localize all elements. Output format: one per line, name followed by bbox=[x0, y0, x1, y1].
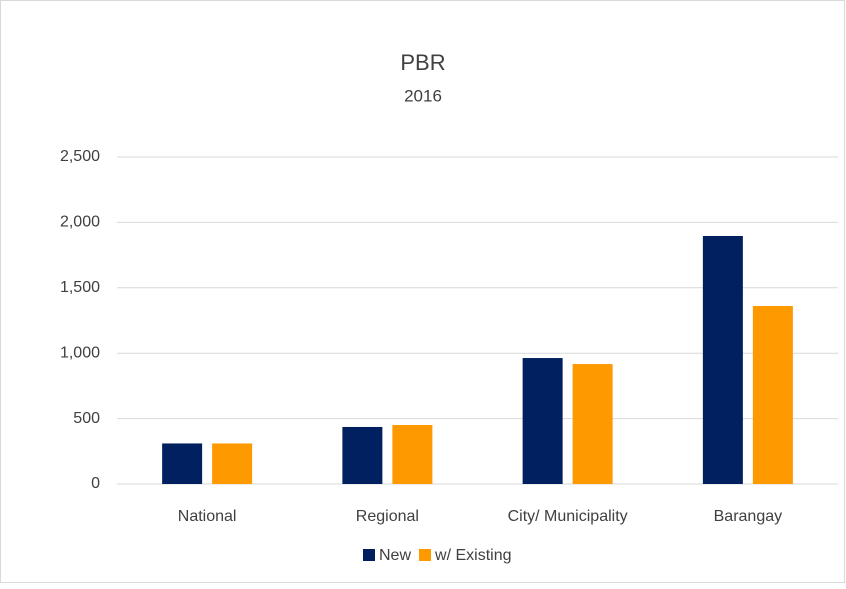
legend-swatch bbox=[363, 549, 375, 561]
y-tick-label: 2,000 bbox=[60, 214, 100, 231]
bar bbox=[392, 425, 433, 484]
chart-title: PBR bbox=[400, 50, 445, 75]
bar bbox=[752, 305, 793, 484]
x-tick-label: National bbox=[178, 508, 237, 525]
bar bbox=[212, 443, 253, 484]
bar bbox=[342, 426, 383, 484]
bar bbox=[702, 236, 743, 484]
bar bbox=[522, 358, 563, 484]
chart-subtitle: 2016 bbox=[404, 86, 442, 105]
x-tick-label: Regional bbox=[356, 508, 419, 525]
legend-label: New bbox=[379, 547, 411, 564]
y-tick-label: 500 bbox=[73, 410, 100, 427]
y-tick-label: 2,500 bbox=[60, 148, 100, 165]
legend-label: w/ Existing bbox=[434, 547, 511, 564]
x-tick-label: City/ Municipality bbox=[508, 508, 628, 525]
x-tick-label: Barangay bbox=[714, 508, 783, 525]
y-tick-label: 1,000 bbox=[60, 344, 100, 361]
y-tick-label: 1,500 bbox=[60, 279, 100, 296]
legend-swatch bbox=[419, 549, 432, 561]
y-tick-label: 0 bbox=[91, 475, 100, 492]
bar bbox=[162, 443, 203, 484]
bar bbox=[572, 364, 613, 484]
